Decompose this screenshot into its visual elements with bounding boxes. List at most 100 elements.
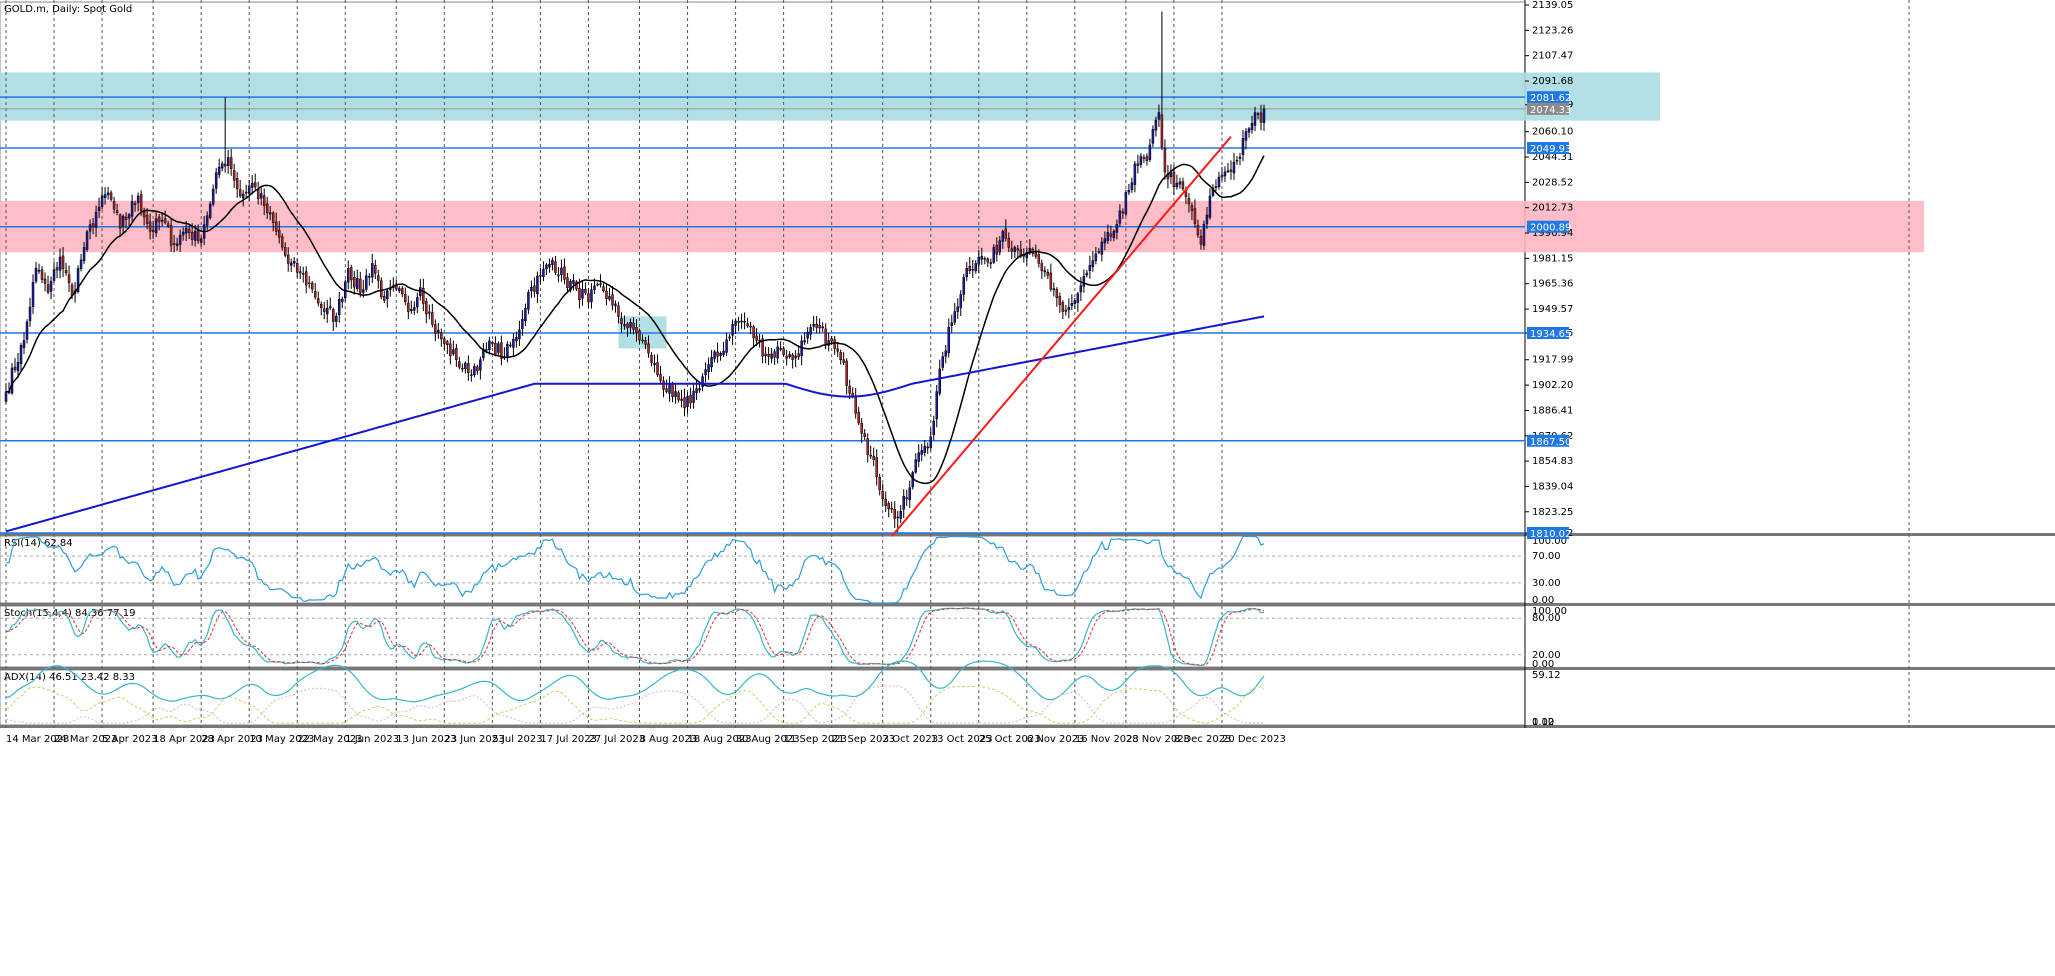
y-tick-label: 2123.26 xyxy=(1532,25,1573,36)
candle-body xyxy=(163,218,167,223)
candle-body xyxy=(320,303,323,308)
candle-body xyxy=(470,374,473,376)
candle-body xyxy=(995,244,999,255)
x-tick-label: 27 Jul 2023 xyxy=(588,734,645,745)
candle-body xyxy=(971,268,975,271)
candle-body xyxy=(1100,241,1104,255)
candle-body xyxy=(217,166,221,175)
y-tick-label: 1854.83 xyxy=(1532,456,1573,467)
candle-body xyxy=(665,388,668,392)
x-tick-label: 16 Nov 2023 xyxy=(1075,734,1139,745)
candle-body xyxy=(1181,181,1185,190)
candle-body xyxy=(1169,172,1173,178)
candle-body xyxy=(509,344,512,347)
candle-body xyxy=(464,362,467,369)
candle-body xyxy=(1187,198,1191,205)
candle-body xyxy=(223,163,227,167)
candle-body xyxy=(1199,235,1203,245)
candle-body xyxy=(830,338,833,342)
candle-body xyxy=(82,247,86,262)
candle-body xyxy=(362,289,365,293)
y-tick-label: 1902.20 xyxy=(1532,380,1573,391)
candle-body xyxy=(446,341,449,345)
candle-body xyxy=(1130,182,1134,190)
candle-body xyxy=(698,388,701,391)
candle-body xyxy=(779,348,782,350)
price-axis: 2139.052123.262107.472091.682076.892060.… xyxy=(1525,0,1573,540)
level-tag-bg xyxy=(1527,91,1569,104)
pane-y-label: 30.00 xyxy=(1532,578,1561,589)
candle-body xyxy=(25,321,29,340)
candle-body xyxy=(1238,156,1242,159)
candle-body xyxy=(332,309,335,322)
candle-body xyxy=(884,499,887,506)
candle-body xyxy=(1097,251,1101,253)
candle-body xyxy=(31,282,35,307)
candle-body xyxy=(175,243,179,246)
candle-body xyxy=(815,323,818,328)
candle-body xyxy=(716,351,719,357)
candle-body xyxy=(323,308,326,312)
candle-body xyxy=(557,274,560,277)
x-tick-label: 25 Oct 2023 xyxy=(979,734,1041,745)
candle-body xyxy=(181,231,185,236)
candle-body xyxy=(962,277,966,295)
candle-body xyxy=(431,312,434,325)
candle-body xyxy=(329,306,332,309)
candle-body xyxy=(986,258,990,263)
candle-body xyxy=(196,230,200,242)
candle-body xyxy=(914,459,917,473)
candle-body xyxy=(214,172,218,189)
candle-body xyxy=(644,340,647,345)
ma-fast-line xyxy=(5,155,1265,485)
candle-body xyxy=(88,224,92,232)
candle-body xyxy=(902,495,905,510)
candle-body xyxy=(250,182,254,188)
candle-body xyxy=(229,157,233,169)
candle-body xyxy=(965,268,969,278)
candle-body xyxy=(374,264,377,274)
candle-body xyxy=(4,391,8,402)
candle-body xyxy=(692,390,695,403)
vertical-grid xyxy=(5,0,1910,728)
candle-body xyxy=(602,286,605,292)
candle-body xyxy=(22,340,26,348)
candle-body xyxy=(998,240,1002,253)
candle-body xyxy=(983,258,987,260)
candle-body xyxy=(1034,252,1038,257)
candle-body xyxy=(76,268,80,292)
candle-body xyxy=(641,339,644,342)
x-tick-label: 18 Apr 2023 xyxy=(153,734,215,745)
candle-body xyxy=(130,201,134,217)
candle-body xyxy=(94,211,98,228)
candle-body xyxy=(938,368,941,394)
candle-body xyxy=(383,296,386,301)
candle-body xyxy=(518,329,521,340)
candles xyxy=(4,11,1266,533)
candle-body xyxy=(157,216,161,223)
candle-body xyxy=(1151,129,1155,144)
candle-body xyxy=(950,322,954,327)
candle-body xyxy=(407,302,410,312)
candle-body xyxy=(85,231,89,250)
candle-body xyxy=(947,326,950,354)
candle-body xyxy=(1172,171,1176,187)
x-tick-label: 20 Dec 2023 xyxy=(1222,734,1286,745)
candle-body xyxy=(572,280,575,284)
candle-body xyxy=(848,385,851,394)
candle-body xyxy=(452,349,455,355)
candle-body xyxy=(1139,155,1143,165)
candle-body xyxy=(1055,289,1059,299)
y-tick-label: 2044.31 xyxy=(1532,152,1573,163)
x-tick-label: 8 Aug 2023 xyxy=(640,734,698,745)
candle-body xyxy=(151,229,155,233)
candle-body xyxy=(335,316,338,322)
candle-body xyxy=(1064,309,1068,312)
y-tick-label: 1949.57 xyxy=(1532,304,1573,315)
candle-body xyxy=(488,340,491,351)
candle-body xyxy=(1043,270,1047,273)
candle-body xyxy=(310,282,314,290)
pane-y-label: 0.00 xyxy=(1532,659,1554,670)
